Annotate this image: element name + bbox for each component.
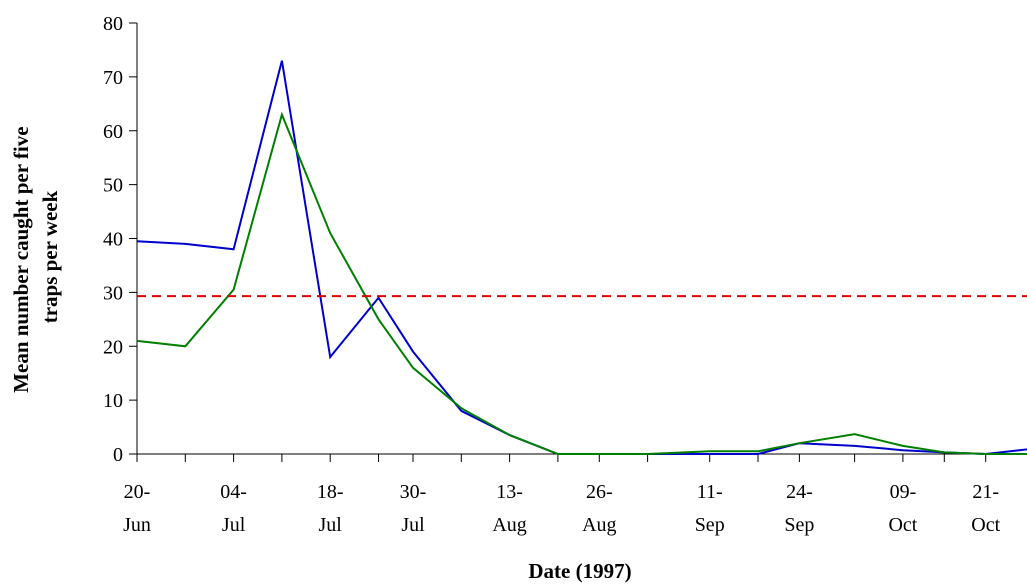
y-axis-title-line-2: traps per week xyxy=(38,190,62,323)
y-tick-label: 80 xyxy=(103,13,123,35)
x-tick-label-month: Aug xyxy=(582,514,616,536)
y-tick-label: 50 xyxy=(103,175,123,197)
series-lines xyxy=(136,60,1027,456)
y-tick-label: 70 xyxy=(103,67,123,89)
x-tick-label-month: Sep xyxy=(784,514,814,536)
y-tick-label: 40 xyxy=(103,229,123,251)
x-tick-label-day: 18- xyxy=(317,481,344,503)
y-tick-label: 10 xyxy=(103,390,123,412)
x-tick-label-day: 04- xyxy=(220,481,247,503)
x-tick-label-day: 09- xyxy=(890,481,917,503)
x-tick-label-day: 11- xyxy=(697,481,723,503)
x-tick-label-month: Jul xyxy=(319,514,343,536)
y-axis-title: Mean number caught per five traps per we… xyxy=(9,121,62,393)
y-axis-title-line-1: Mean number caught per five xyxy=(9,126,33,392)
x-tick-label-month: Sep xyxy=(695,514,725,536)
x-axis-title: Date (1997) xyxy=(528,559,631,583)
series-line-2 xyxy=(136,111,1027,455)
x-tick-label-month: Jul xyxy=(222,514,246,536)
x-tick-label-month: Oct xyxy=(971,514,1000,536)
y-tick-label: 30 xyxy=(103,282,123,304)
x-tick-label-day: 13- xyxy=(496,481,523,503)
y-tick-label: 0 xyxy=(113,444,123,466)
x-tick-label-day: 21- xyxy=(972,481,999,503)
x-tick-label-month: Jul xyxy=(401,514,425,536)
x-tick-label-day: 26- xyxy=(586,481,613,503)
series-line-1 xyxy=(136,60,1027,456)
x-tick-label-month: Oct xyxy=(888,514,917,536)
x-tick-label-month: Jun xyxy=(123,514,151,536)
x-tick-label-day: 20- xyxy=(124,481,151,503)
x-tick-label-day: 30- xyxy=(400,481,427,503)
y-tick-label: 20 xyxy=(103,336,123,358)
x-tick-label-day: 24- xyxy=(786,481,813,503)
x-tick-label-month: Aug xyxy=(492,514,526,536)
y-axis: 0 10 20 30 40 50 60 70 80 xyxy=(103,13,138,466)
y-tick-label: 60 xyxy=(103,121,123,143)
x-axis: 20- Jun 04- Jul 18- Jul 30- Jul 13- Aug 26- Aug 11- S… xyxy=(123,453,1027,536)
